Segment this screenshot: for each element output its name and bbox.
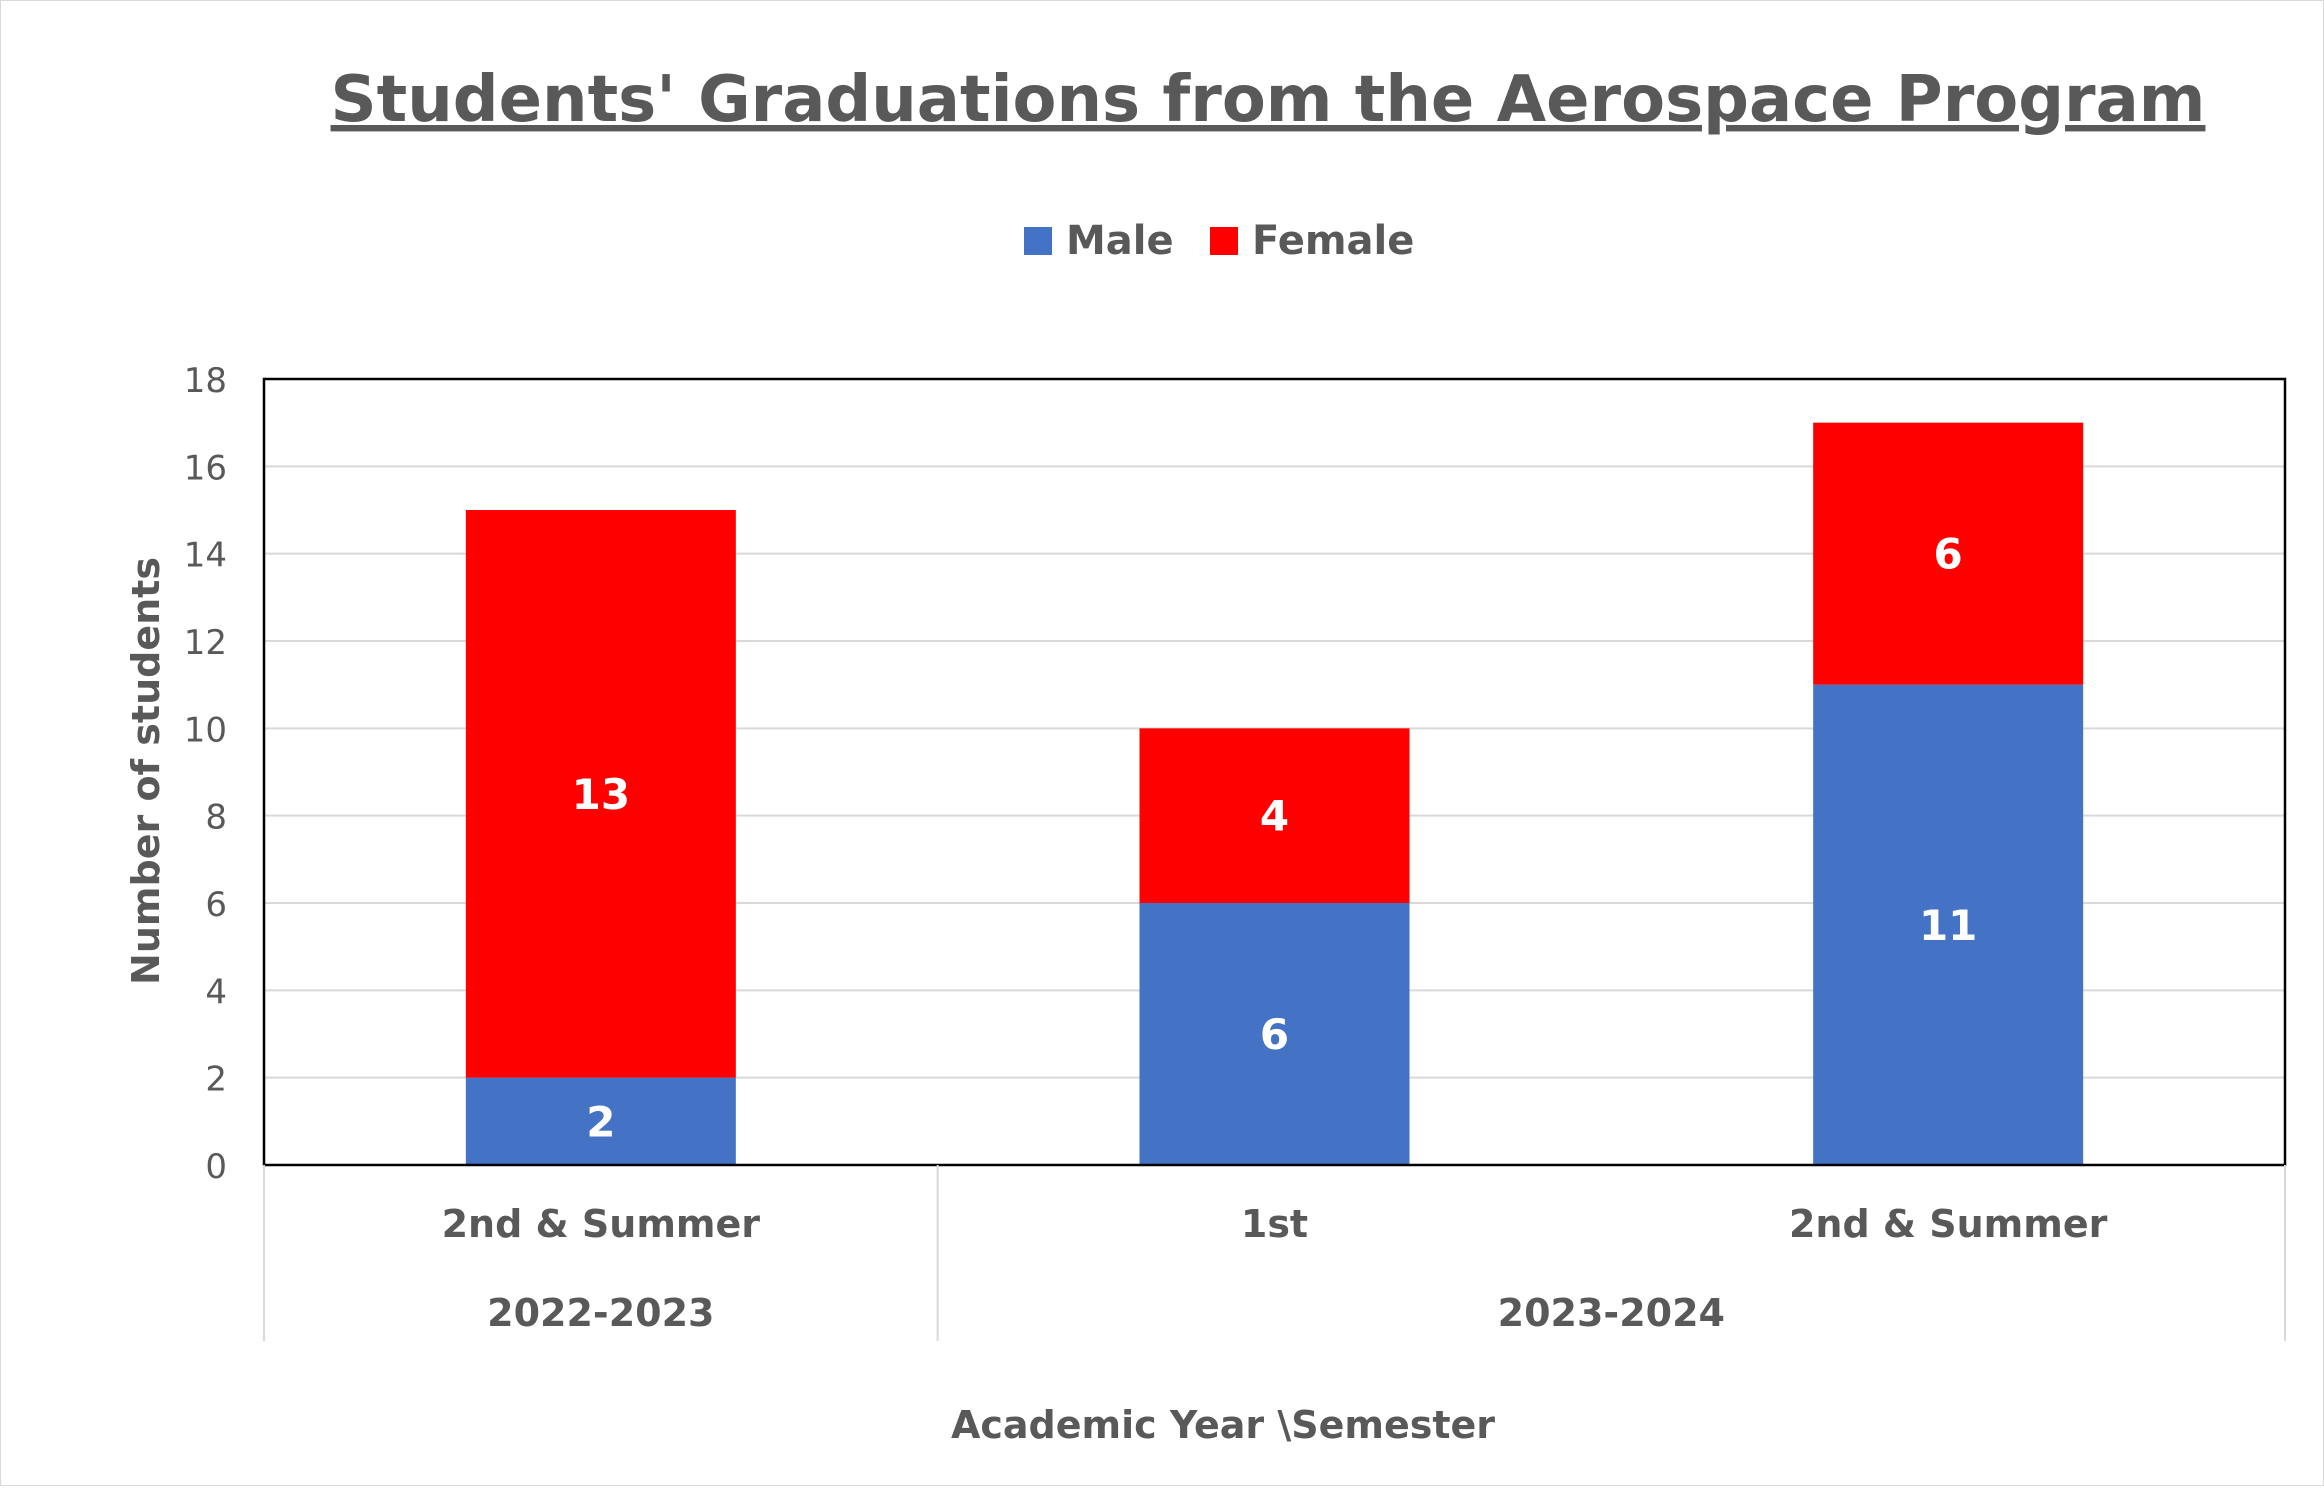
x-tick-label: 2nd & Summer	[1789, 1202, 2108, 1246]
y-tick-label: 2	[205, 1060, 227, 1100]
data-label: 13	[572, 770, 630, 819]
y-tick-label: 8	[205, 798, 227, 838]
x-axis-label: Academic Year \Semester	[951, 1403, 1495, 1447]
bar-segment-male	[1813, 684, 2084, 1165]
bar-segment-female	[1813, 422, 2084, 685]
data-label: 4	[1260, 792, 1289, 841]
y-tick-label: 14	[184, 536, 227, 576]
y-tick-label: 0	[205, 1147, 227, 1187]
legend-label-male: Male	[1066, 218, 1174, 264]
data-label: 6	[1260, 1010, 1289, 1059]
legend-swatch-male	[1024, 227, 1052, 255]
plot-area-border	[262, 377, 2287, 1167]
x-group-label: 2023-2024	[1498, 1291, 1725, 1335]
x-axis: 2nd & Summer 1st 2nd & Summer 2022-2023 2023…	[263, 1165, 2286, 1341]
bar-segment-male	[1139, 903, 1410, 1165]
legend: Male Female	[1024, 218, 1414, 264]
y-axis-ticks: 0 2 4 6 8 10 12 14 16 18	[184, 361, 227, 1187]
y-tick-label: 10	[184, 710, 227, 750]
data-label: 2	[586, 1097, 615, 1146]
y-tick-label: 6	[205, 885, 227, 925]
data-label: 6	[1934, 530, 1963, 579]
bars: 2 13 6 4 11 6	[262, 377, 2287, 1167]
x-tick-label: 2nd & Summer	[442, 1202, 761, 1246]
y-tick-label: 12	[184, 623, 227, 663]
y-tick-label: 4	[205, 972, 227, 1012]
bar-segment-female	[465, 510, 736, 1078]
bar-segment-male	[465, 1077, 736, 1165]
bar-segment-female	[1139, 728, 1410, 903]
y-tick-label: 16	[184, 448, 227, 488]
legend-swatch-female	[1210, 227, 1238, 255]
y-tick-label: 18	[184, 361, 227, 401]
x-tick-label: 1st	[1241, 1202, 1308, 1246]
chart-title: Students' Graduations from the Aerospace…	[331, 63, 2206, 137]
x-group-label: 2022-2023	[487, 1291, 714, 1335]
data-label: 11	[1919, 901, 1977, 950]
y-axis-label: Number of students	[124, 557, 168, 985]
legend-label-female: Female	[1252, 218, 1414, 264]
